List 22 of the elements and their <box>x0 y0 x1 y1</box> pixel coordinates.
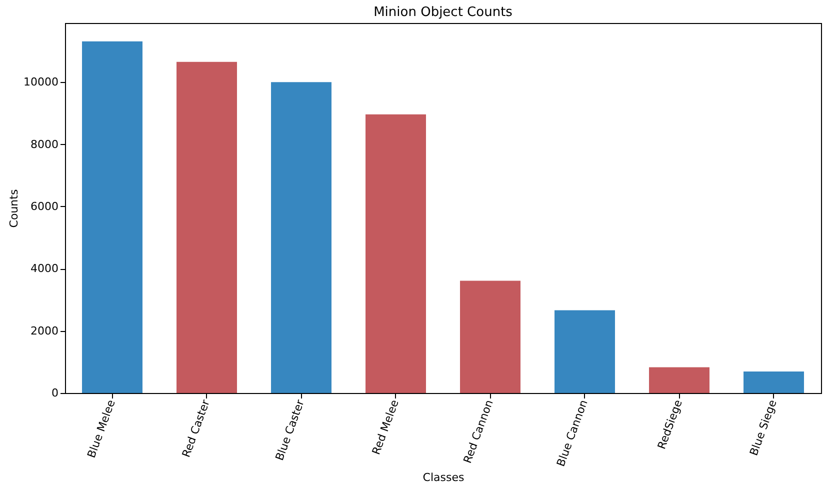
x-tick-label: Red Caster <box>180 398 213 460</box>
bar <box>271 82 332 393</box>
bar <box>744 372 804 393</box>
y-tick-label: 2000 <box>30 324 58 338</box>
x-tick-label: Blue Melee <box>84 398 118 460</box>
bar <box>176 62 237 393</box>
bar <box>366 114 426 393</box>
bar <box>82 41 142 393</box>
bar <box>460 280 520 393</box>
chart-title: Minion Object Counts <box>374 5 513 20</box>
y-tick-label: 6000 <box>30 200 58 213</box>
y-tick-label: 0 <box>52 386 58 400</box>
y-tick-label: 10000 <box>24 76 58 89</box>
x-tick-label: Blue Siege <box>747 398 780 458</box>
y-tick-label: 8000 <box>30 138 58 151</box>
y-axis-title: Counts <box>8 189 21 228</box>
x-axis-title: Classes <box>422 470 464 484</box>
y-tick-label: 4000 <box>30 262 58 276</box>
bar <box>649 367 710 393</box>
bar <box>554 310 615 393</box>
x-tick-label: Blue Caster <box>272 398 308 462</box>
x-tick-label: Red Melee <box>370 398 402 456</box>
